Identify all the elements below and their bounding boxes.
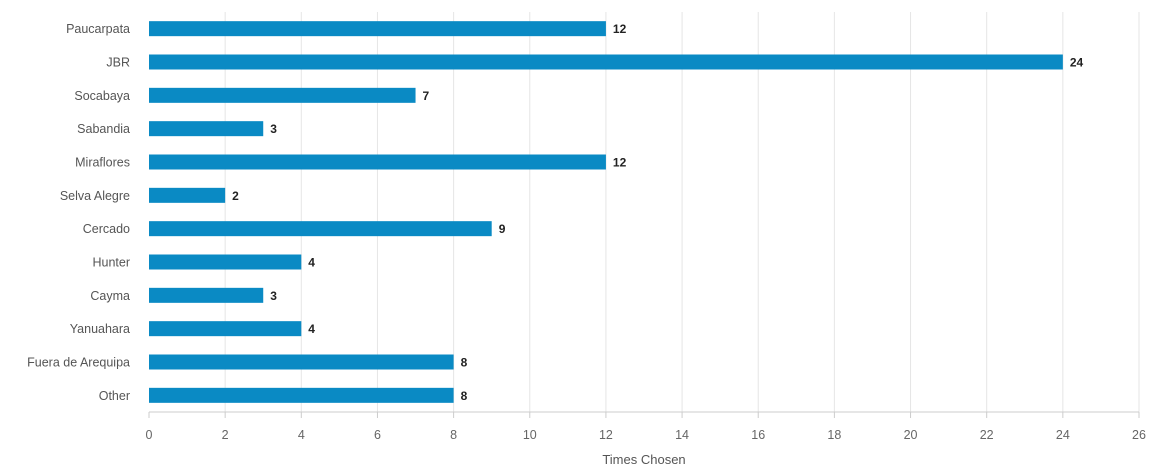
data-label-2: 7 [423,89,430,103]
bar-7[interactable] [149,254,302,270]
category-label-10: Fuera de Arequipa [27,356,130,370]
x-tick-label-6: 12 [599,428,613,442]
x-tick-label-1: 2 [222,428,229,442]
bar-1[interactable] [149,54,1063,70]
category-label-9: Yanuahara [70,322,130,336]
bar-6[interactable] [149,221,492,237]
x-axis-title: Times Chosen [602,452,685,467]
bar-3[interactable] [149,121,264,137]
x-axis-ticks: 0 2 4 6 8 10 12 14 16 18 20 22 24 26 [146,412,1146,442]
data-label-0: 12 [613,22,627,36]
grid-lines [224,12,1140,412]
data-label-11: 8 [461,389,468,403]
x-tick-label-11: 22 [980,428,994,442]
x-tick-label-5: 10 [523,428,537,442]
bars [149,21,1063,403]
category-label-11: Other [99,389,130,403]
bar-0[interactable] [149,21,606,37]
category-labels: Paucarpata JBR Socabaya Sabandia Miraflores S… [27,22,130,403]
bar-2[interactable] [149,87,416,103]
bar-8[interactable] [149,287,264,303]
category-label-1: JBR [106,56,130,70]
bar-4[interactable] [149,154,606,170]
data-label-7: 4 [308,256,315,270]
x-tick-label-7: 14 [675,428,689,442]
x-tick-label-3: 6 [374,428,381,442]
x-tick-label-0: 0 [146,428,153,442]
bar-9[interactable] [149,321,302,337]
x-tick-label-12: 24 [1056,428,1070,442]
data-label-9: 4 [308,322,315,336]
category-label-0: Paucarpata [66,22,130,36]
data-label-1: 24 [1070,56,1084,70]
x-tick-label-13: 26 [1132,428,1146,442]
x-tick-label-9: 18 [827,428,841,442]
data-label-3: 3 [270,122,277,136]
bar-5[interactable] [149,187,226,203]
data-label-6: 9 [499,222,506,236]
x-tick-label-8: 16 [751,428,765,442]
x-tick-label-4: 8 [450,428,457,442]
x-tick-label-2: 4 [298,428,305,442]
data-labels: 12 24 7 3 12 2 9 4 3 4 8 8 [232,22,1083,403]
data-label-8: 3 [270,289,277,303]
category-label-8: Cayma [90,289,130,303]
data-label-10: 8 [461,356,468,370]
category-label-6: Cercado [83,222,130,236]
data-label-4: 12 [613,156,627,170]
x-tick-label-10: 20 [904,428,918,442]
data-label-5: 2 [232,189,239,203]
category-label-3: Sabandia [77,122,130,136]
category-label-2: Socabaya [74,89,130,103]
category-label-7: Hunter [92,256,130,270]
bar-10[interactable] [149,354,454,370]
bar-11[interactable] [149,387,454,403]
category-label-4: Miraflores [75,156,130,170]
category-label-5: Selva Alegre [60,189,130,203]
